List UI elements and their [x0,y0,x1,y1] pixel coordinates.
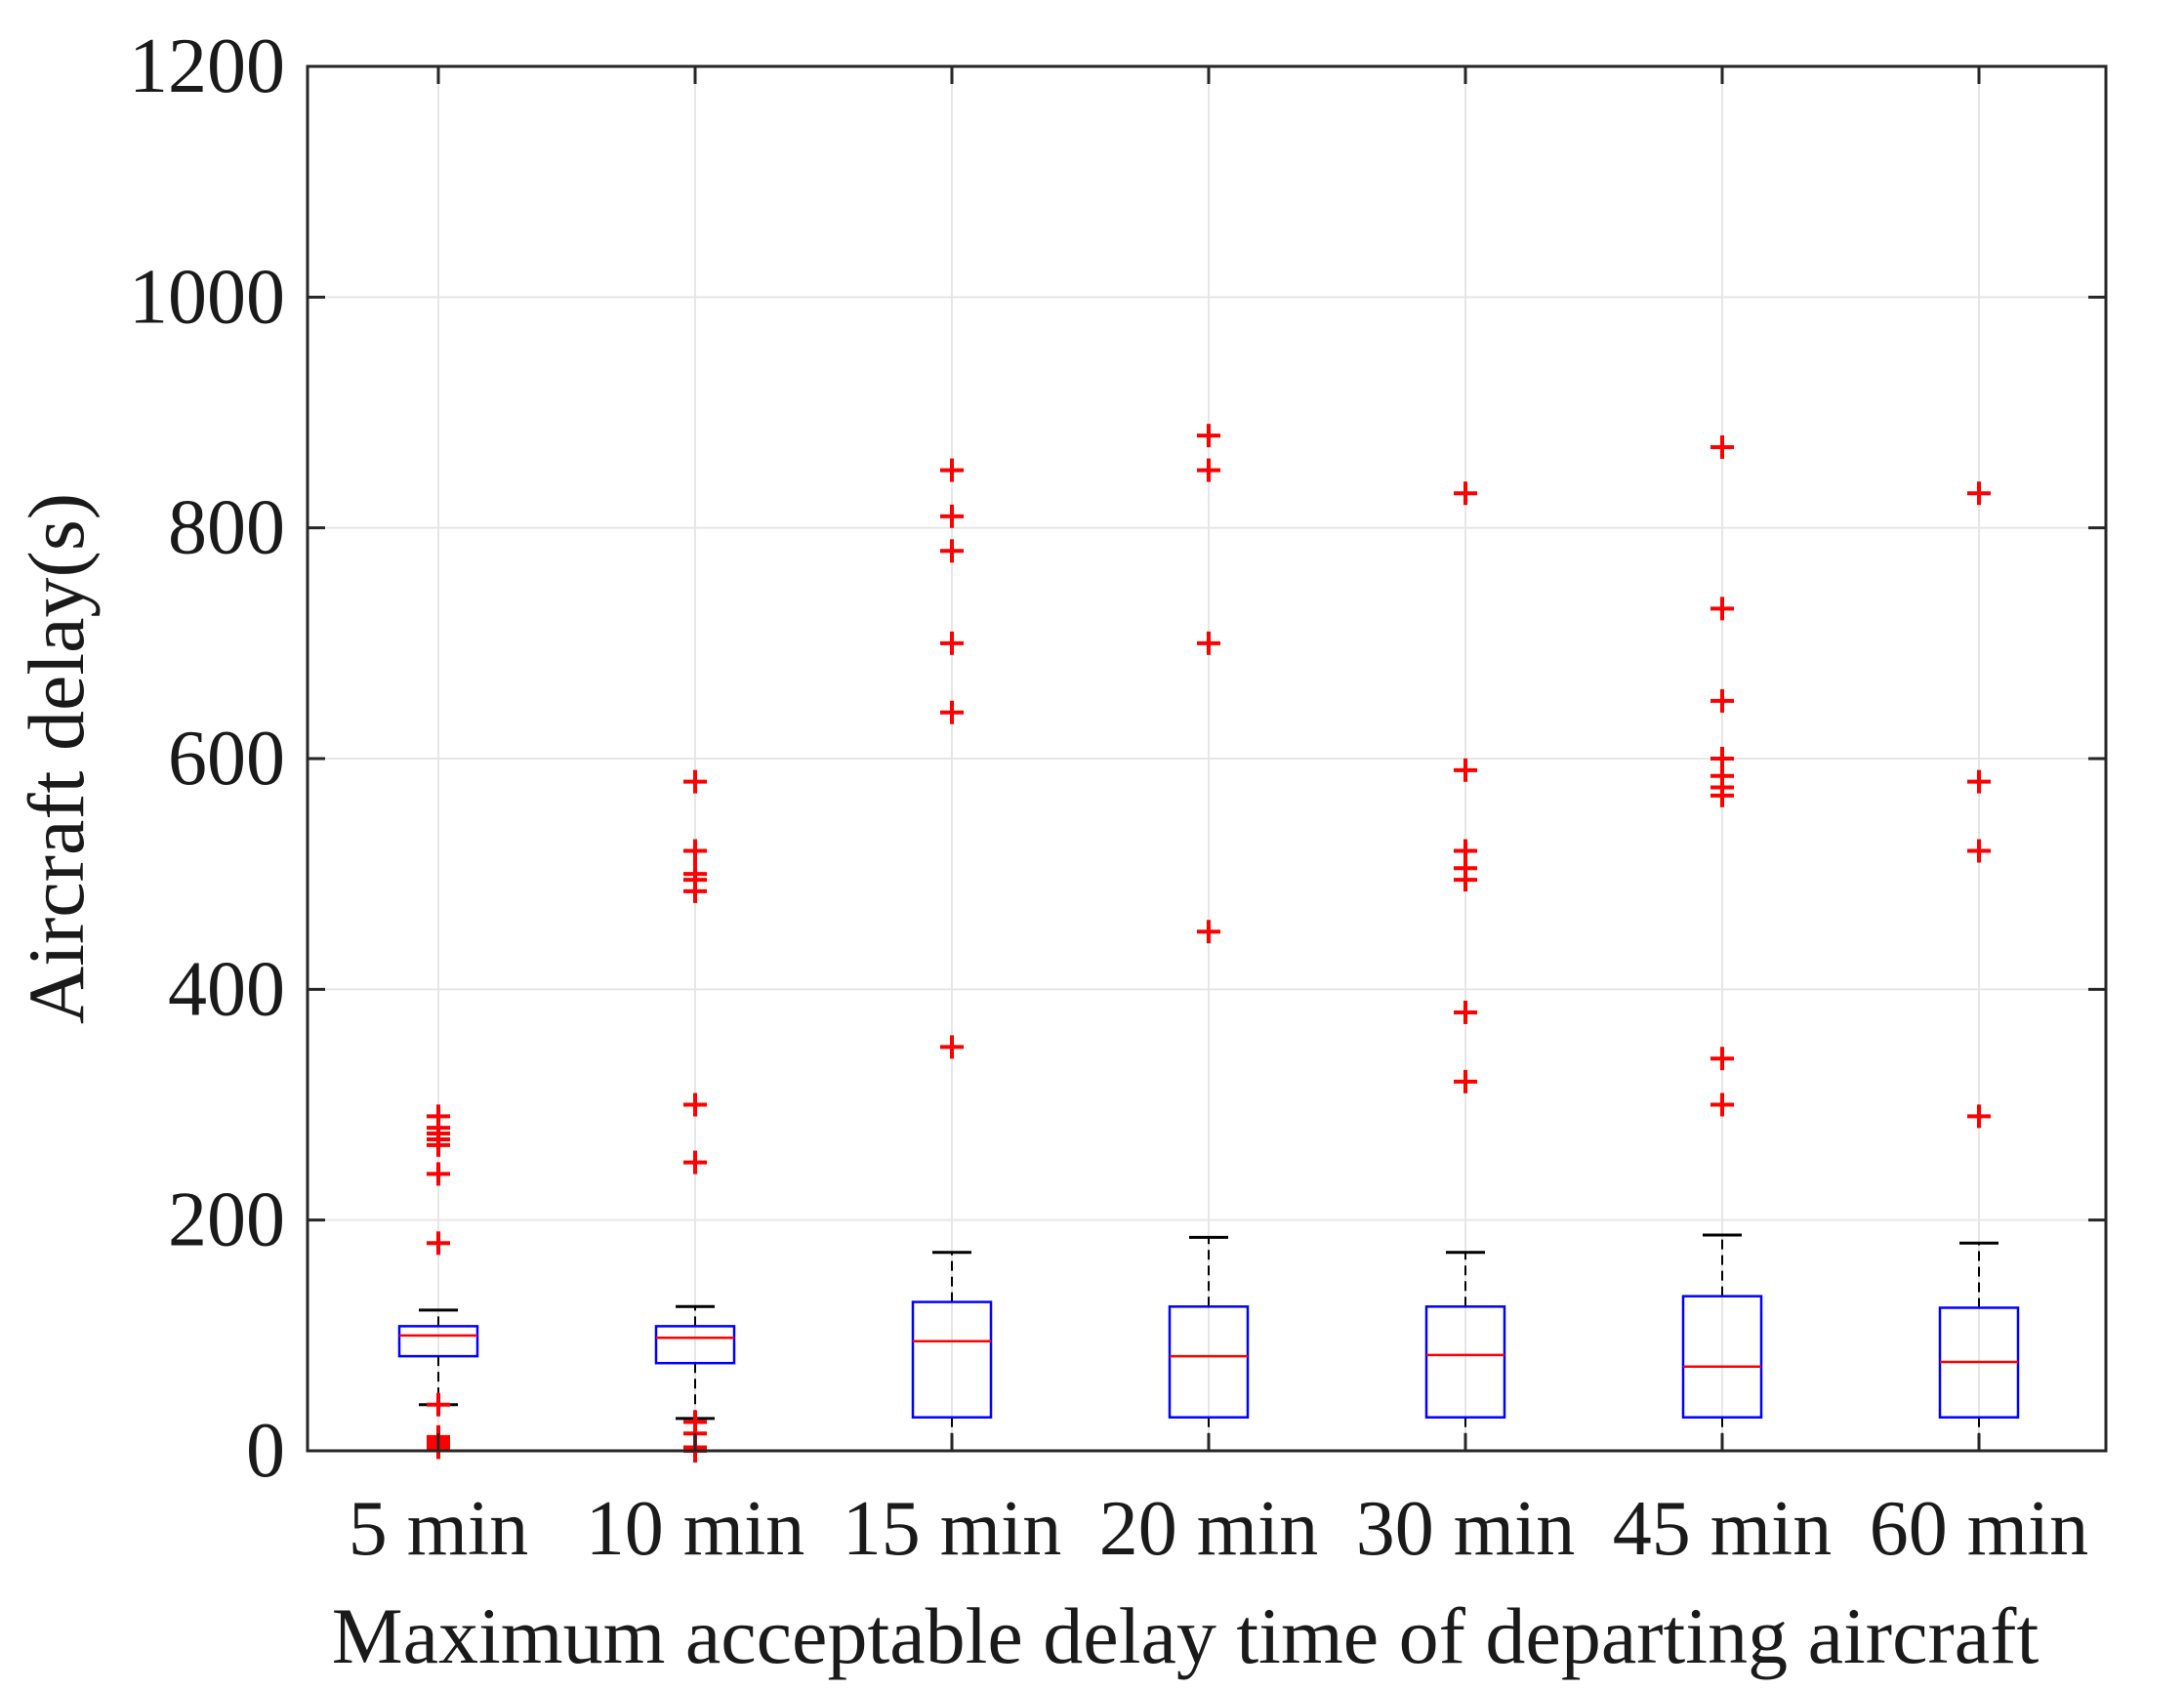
iqr-box [397,1325,479,1358]
outlier-point [683,879,707,903]
y-tick-label: 1000 [129,254,285,340]
outlier-point [1197,920,1220,944]
outlier-point [940,504,964,528]
iqr-box [1681,1295,1763,1419]
outlier-point [683,769,707,794]
outlier-point [940,539,964,563]
outliers [427,424,1991,1463]
axis-ticks [308,64,2106,1453]
outlier-point [1967,839,1991,863]
y-tick-label: 0 [246,1408,285,1494]
outlier-point [1197,458,1220,482]
y-tick-label: 1200 [129,23,285,109]
iqr-box [1424,1305,1506,1419]
x-tick-label: 45 min [1613,1486,1832,1572]
outlier-point [1967,769,1991,794]
outlier-point [940,631,964,655]
outlier-point [1454,481,1477,506]
y-tick-label: 200 [168,1177,285,1263]
outlier-point [683,1092,707,1117]
x-tick-label: 60 min [1870,1486,2088,1572]
outlier-point [1197,631,1220,655]
iqr-box [654,1325,736,1365]
outlier-point [1710,1047,1734,1071]
grid-lines [308,66,2106,1451]
outlier-point [1454,868,1477,892]
outlier-point [1967,1104,1991,1129]
iqr-box [911,1300,993,1419]
outlier-point [427,1133,450,1157]
outlier-point [940,1035,964,1059]
boxes [397,1233,2020,1453]
outlier-point [1967,481,1991,506]
outlier-point [427,1231,450,1256]
outlier-point [427,1162,450,1186]
outlier-point [683,1150,707,1175]
x-axis-title: Maximum acceptable delay time of departi… [332,1591,2040,1680]
outlier-point [1710,688,1734,713]
x-tick-label: 20 min [1099,1486,1318,1572]
outlier-point [1710,1092,1734,1117]
y-tick-label: 800 [168,485,285,571]
tick-labels: 0 200 400 600 800 1000 1200 5 min 10 min 15 min 20… [129,23,2088,1572]
outlier-point [1710,597,1734,621]
outlier-point [427,1392,450,1417]
outlier-point [683,839,707,863]
outlier-point [1197,424,1220,448]
outlier-point [1454,1069,1477,1093]
outlier-point [940,458,964,482]
y-tick-label: 600 [168,716,285,802]
box-group [1681,1233,1763,1453]
x-tick-label: 5 min [349,1486,528,1572]
box-group [1168,1235,1250,1453]
x-tick-label: 15 min [843,1486,1061,1572]
outlier-point [1710,434,1734,459]
y-tick-label: 400 [168,946,285,1032]
outlier-point [940,700,964,724]
x-tick-label: 30 min [1356,1486,1575,1572]
iqr-box [1168,1305,1250,1419]
outlier-point [1710,783,1734,807]
x-tick-label: 10 min [586,1486,804,1572]
y-axis-title: Aircraft delay(s) [12,493,101,1024]
outlier-point [1454,758,1477,782]
outlier-point [1454,1000,1477,1024]
